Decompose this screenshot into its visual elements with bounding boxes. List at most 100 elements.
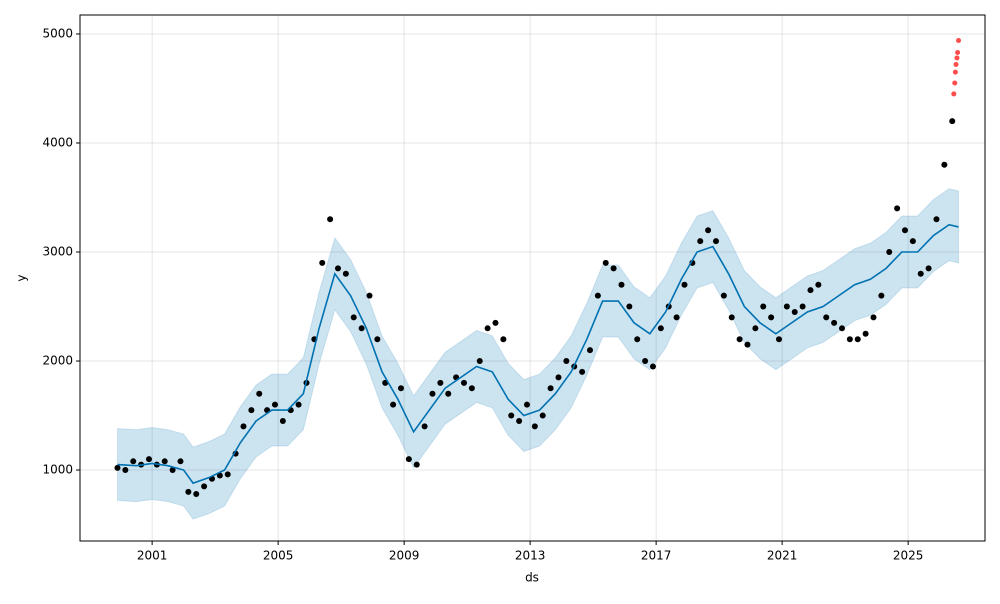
observed-point [374,336,381,343]
observed-point [760,303,767,310]
observed-point [508,412,515,419]
plot-frame [79,14,986,542]
observed-point [279,417,286,424]
observed-point [358,325,365,332]
x-tick-label: 2009 [389,549,420,563]
observed-point [610,265,617,272]
observed-point [586,347,593,354]
x-tick-label: 2013 [515,549,546,563]
observed-point [673,314,680,321]
x-tick-label: 2021 [767,549,798,563]
x-tick-label: 2005 [263,549,294,563]
observed-point [397,385,404,392]
observed-point [752,325,759,332]
y-tick-label: 1000 [42,463,73,477]
observed-point [295,401,302,408]
observed-point [177,458,184,465]
observed-point [240,423,247,430]
outlier-point [952,80,958,86]
observed-point [697,238,704,245]
observed-point [862,330,869,337]
observed-point [563,358,570,365]
observed-point [216,472,223,479]
observed-point [925,265,932,272]
observed-point [720,292,727,299]
observed-point [815,281,822,288]
y-axis-label: y [15,274,29,281]
observed-point [492,319,499,326]
observed-point [437,379,444,386]
observed-point [838,325,845,332]
y-tick-label: 3000 [42,244,73,258]
observed-point [799,303,806,310]
observed-point [484,325,491,332]
observed-point [476,358,483,365]
observed-point [626,303,633,310]
observed-point [334,265,341,272]
observed-point [649,363,656,370]
observed-point [854,336,861,343]
observed-point [768,314,775,321]
outlier-point [953,61,959,67]
observed-point [642,358,649,365]
observed-point [901,227,908,234]
observed-point [870,314,877,321]
observed-point [468,385,475,392]
observed-point [256,390,263,397]
observed-point [531,423,538,430]
observed-point [917,270,924,277]
outlier-point [951,91,957,97]
observed-point [248,407,255,414]
observed-point [271,401,278,408]
observed-point [823,314,830,321]
observed-point [602,259,609,266]
outlier-point [952,69,958,75]
observed-point [429,390,436,397]
observed-point [791,308,798,315]
observed-point [201,483,208,490]
y-tick-label: 5000 [42,26,73,40]
observed-point [618,281,625,288]
observed-point [193,491,200,498]
observed-point [712,238,719,245]
observed-point [894,205,901,212]
observed-point [909,238,916,245]
x-axis-label: ds [525,571,539,585]
observed-point [555,374,562,381]
observed-point [327,216,334,223]
observed-point [161,458,168,465]
observed-point [500,336,507,343]
observed-point [728,314,735,321]
observed-point [350,314,357,321]
observed-point [421,423,428,430]
observed-point [941,161,948,168]
observed-point [807,287,814,294]
observed-point [681,281,688,288]
observed-point [319,259,326,266]
observed-point [657,325,664,332]
observed-point [114,464,121,471]
observed-point [185,488,192,495]
observed-point [594,292,601,299]
observed-point [775,336,782,343]
observed-point [460,379,467,386]
observed-point [390,401,397,408]
observed-point [846,336,853,343]
y-tick-label: 2000 [42,354,73,368]
y-tick-label: 4000 [42,135,73,149]
outlier-point [956,38,962,44]
forecast-line [117,223,959,485]
observed-point [736,336,743,343]
observed-point [547,385,554,392]
observed-point [342,270,349,277]
x-tick-label: 2025 [893,549,924,563]
observed-point [366,292,373,299]
observed-point [122,467,129,474]
observed-point [523,401,530,408]
uncertainty-band [116,188,960,520]
observed-point [130,458,137,465]
observed-point [634,336,641,343]
observed-point [413,461,420,468]
x-tick-label: 2001 [137,549,168,563]
observed-point [886,248,893,255]
